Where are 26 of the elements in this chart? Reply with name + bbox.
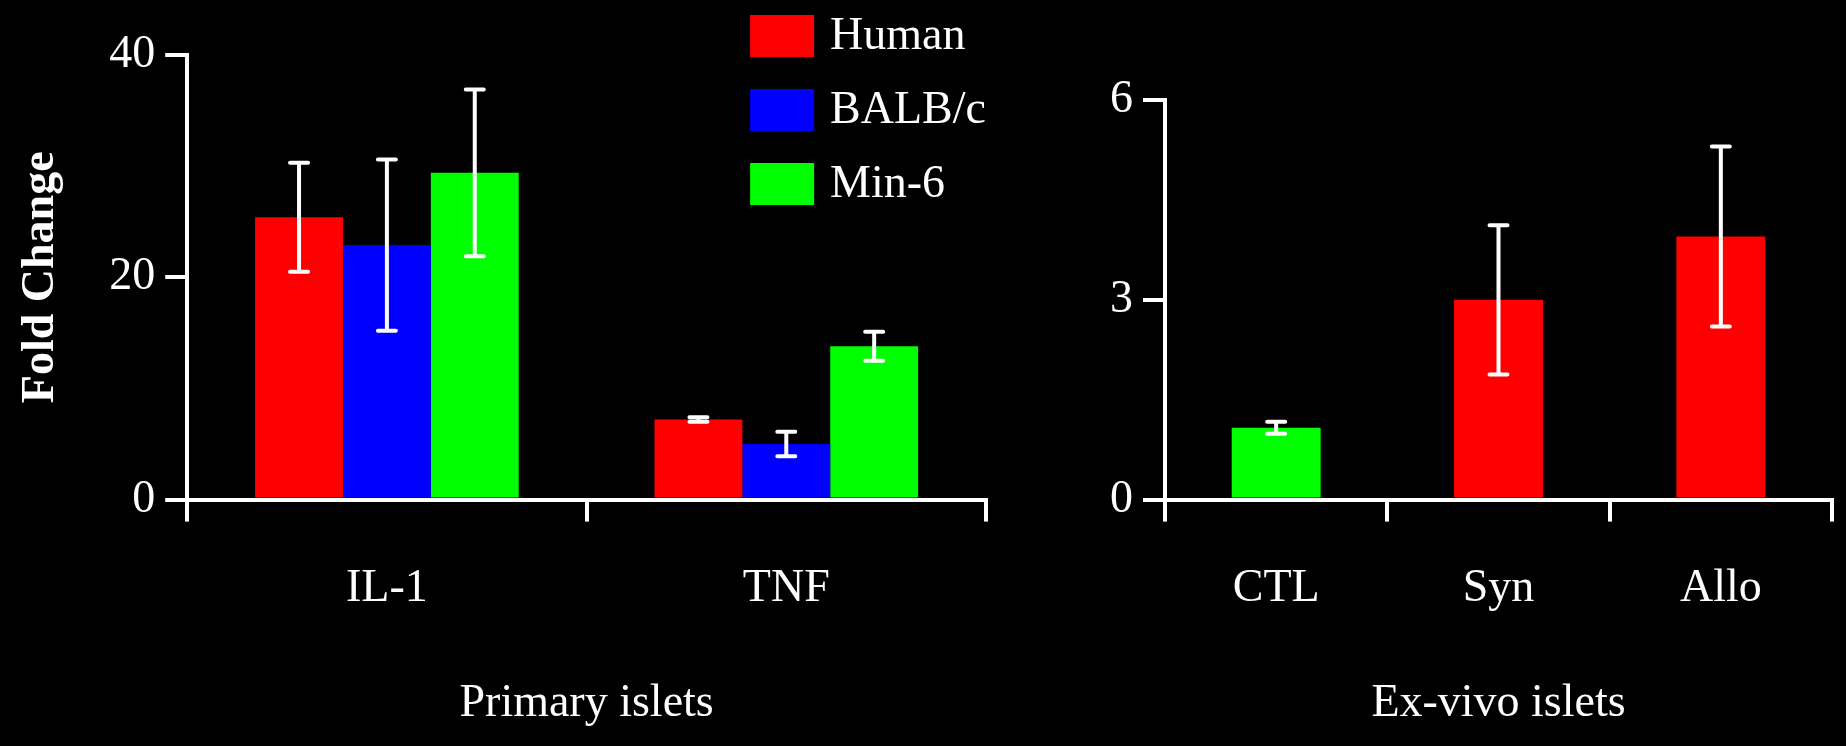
legend-label: BALB/c <box>830 82 987 134</box>
bar <box>255 217 343 498</box>
x-axis-title: Primary islets <box>459 675 714 727</box>
legend-label: Min-6 <box>830 156 946 208</box>
bar <box>830 346 919 498</box>
bar <box>1231 427 1321 498</box>
bar <box>342 245 431 498</box>
x-tick-label: Syn <box>1462 560 1535 612</box>
bar <box>1676 236 1766 498</box>
y-tick-label: 6 <box>1110 71 1133 123</box>
y-tick-label: 0 <box>132 470 156 522</box>
bar <box>1454 299 1543 498</box>
y-tick-label: 40 <box>109 26 156 78</box>
bar <box>742 444 831 498</box>
y-axis-title: Fold Change <box>12 151 64 404</box>
bar <box>654 419 743 498</box>
y-tick-label: 3 <box>1110 270 1133 322</box>
x-tick-label: TNF <box>742 560 830 612</box>
x-axis-title: Ex-vivo islets <box>1371 675 1626 727</box>
x-tick-label: CTL <box>1232 560 1320 612</box>
y-tick-label: 0 <box>1110 470 1133 522</box>
y-tick-label: 20 <box>109 248 156 300</box>
legend-label: Human <box>830 8 966 60</box>
bar <box>430 172 519 498</box>
x-tick-label: Allo <box>1679 560 1762 612</box>
x-tick-label: IL-1 <box>346 560 428 612</box>
